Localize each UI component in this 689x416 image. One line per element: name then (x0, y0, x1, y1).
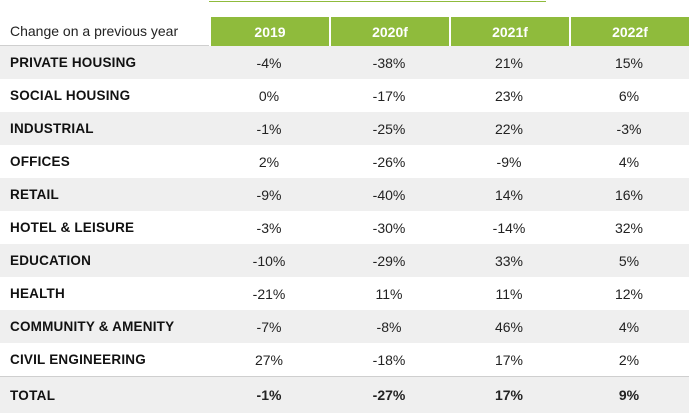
corner-label: Change on a previous year (0, 17, 209, 46)
table-cell: 33% (449, 244, 569, 277)
year-header-2022f: 2022f (569, 17, 689, 46)
row-label: CIVIL ENGINEERING (10, 352, 146, 367)
table-row: HEALTH -21% 11% 11% 12% (0, 277, 689, 310)
table-cell: 17% (494, 351, 524, 368)
table-cell: -3% (256, 219, 282, 236)
table-cell: 11% (375, 285, 403, 302)
table-cell: -21% (252, 285, 286, 302)
total-cell: -27% (329, 376, 449, 413)
year-header-2019: 2019 (209, 17, 329, 46)
forecast-table: Change on a previous year 2019 2020f 202… (0, 17, 689, 413)
total-row: TOTAL -1% -27% 17% 9% (0, 376, 689, 413)
table-cell: 6% (618, 87, 640, 104)
table-row: INDUSTRIAL -1% -25% 22% -3% (0, 112, 689, 145)
row-label: PRIVATE HOUSING (0, 46, 209, 79)
total-cell: -1% (209, 376, 329, 413)
table-row: CIVIL ENGINEERING 27% -18% 17% 2% (0, 343, 689, 376)
row-label: OFFICES (10, 154, 70, 169)
table-cell: -18% (372, 351, 406, 368)
table-row: EDUCATION -10% -29% 33% 5% (0, 244, 689, 277)
table-cell: 14% (449, 178, 569, 211)
row-label: RETAIL (0, 178, 209, 211)
table-cell: 22% (449, 112, 569, 145)
table-cell: -9% (209, 178, 329, 211)
table-cell: -3% (569, 112, 689, 145)
table-row: RETAIL -9% -40% 14% 16% (0, 178, 689, 211)
table-cell: 11% (495, 285, 523, 302)
row-label: SOCIAL HOUSING (10, 88, 131, 103)
table-cell: -30% (372, 219, 406, 236)
table-row: SOCIAL HOUSING 0% -17% 23% 6% (0, 79, 689, 112)
table-cell: 2% (258, 153, 280, 170)
table-cell: -10% (209, 244, 329, 277)
row-label: COMMUNITY & AMENITY (0, 310, 209, 343)
row-label: EDUCATION (0, 244, 209, 277)
table-cell: 15% (569, 46, 689, 79)
table-row: COMMUNITY & AMENITY -7% -8% 46% 4% (0, 310, 689, 343)
table-cell: -38% (329, 46, 449, 79)
table-cell: 2% (618, 351, 640, 368)
header-row: Change on a previous year 2019 2020f 202… (0, 17, 689, 46)
table-cell: -25% (329, 112, 449, 145)
table-cell: 5% (569, 244, 689, 277)
row-label: INDUSTRIAL (0, 112, 209, 145)
table-cell: 16% (569, 178, 689, 211)
year-header-2020f: 2020f (329, 17, 449, 46)
table-cell: -8% (329, 310, 449, 343)
table-cell: -26% (372, 153, 406, 170)
table-row: PRIVATE HOUSING -4% -38% 21% 15% (0, 46, 689, 79)
top-rule (209, 1, 546, 2)
table-cell: 46% (449, 310, 569, 343)
total-cell: 17% (449, 376, 569, 413)
table-cell: 23% (494, 87, 524, 104)
table-cell: 4% (569, 310, 689, 343)
total-label: TOTAL (0, 376, 209, 413)
table-row: OFFICES 2% -26% -9% 4% (0, 145, 689, 178)
table-cell: -1% (209, 112, 329, 145)
table-cell: -7% (209, 310, 329, 343)
table-cell: -40% (329, 178, 449, 211)
table-cell: 4% (618, 153, 640, 170)
year-header-2021f: 2021f (449, 17, 569, 46)
table-cell: -29% (329, 244, 449, 277)
row-label: HOTEL & LEISURE (10, 220, 135, 235)
table-row: HOTEL & LEISURE -3% -30% -14% 32% (0, 211, 689, 244)
table-cell: 27% (254, 351, 284, 368)
table-cell: -9% (496, 153, 522, 170)
table-cell: 32% (614, 219, 644, 236)
table-cell: 21% (449, 46, 569, 79)
table-cell: -14% (492, 219, 526, 236)
row-label: HEALTH (10, 286, 65, 301)
total-cell: 9% (569, 376, 689, 413)
table-cell: 12% (614, 285, 644, 302)
table-cell: -4% (209, 46, 329, 79)
table-cell: 0% (258, 87, 280, 104)
table-cell: -17% (372, 87, 406, 104)
